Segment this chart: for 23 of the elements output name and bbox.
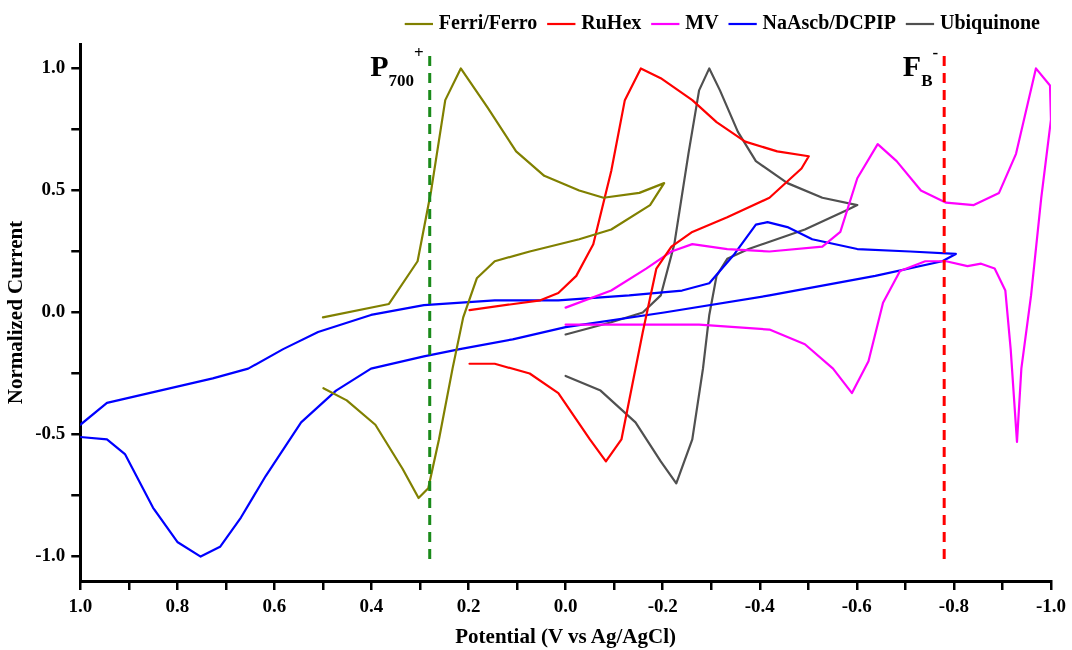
legend-label: Ubiquinone [939, 11, 1041, 35]
x-axis-title: Potential (V vs Ag/AgCl) [455, 623, 676, 648]
y-tick-label: -0.5 [35, 422, 66, 444]
legend-label: MV [685, 11, 720, 34]
legend-label: RuHex [581, 11, 642, 34]
x-tick-label: -0.6 [841, 595, 872, 617]
x-tick-label: 0.8 [165, 595, 190, 617]
x-tick-label: -0.4 [744, 595, 776, 617]
x-tick-label: -0.2 [647, 595, 678, 617]
x-tick-label: 1.0 [68, 595, 93, 617]
y-tick-label: 0.0 [41, 300, 66, 322]
y-tick-label: 1.0 [41, 56, 66, 78]
x-tick-label: 0.4 [359, 595, 384, 617]
x-tick-label: 0.0 [553, 595, 578, 617]
legend-label: NaAscb/DCPIP [762, 11, 896, 34]
x-tick-label: 0.2 [456, 595, 481, 617]
y-tick-label: -1.0 [35, 544, 66, 566]
x-tick-label: 0.6 [262, 595, 287, 617]
x-tick-label: -1.0 [1035, 595, 1066, 617]
legend-label: Ferri/Ferro [438, 11, 538, 34]
x-tick-label: -0.8 [938, 595, 969, 617]
y-tick-label: 0.5 [41, 178, 66, 200]
y-axis-title: Normalized Current [3, 220, 28, 405]
